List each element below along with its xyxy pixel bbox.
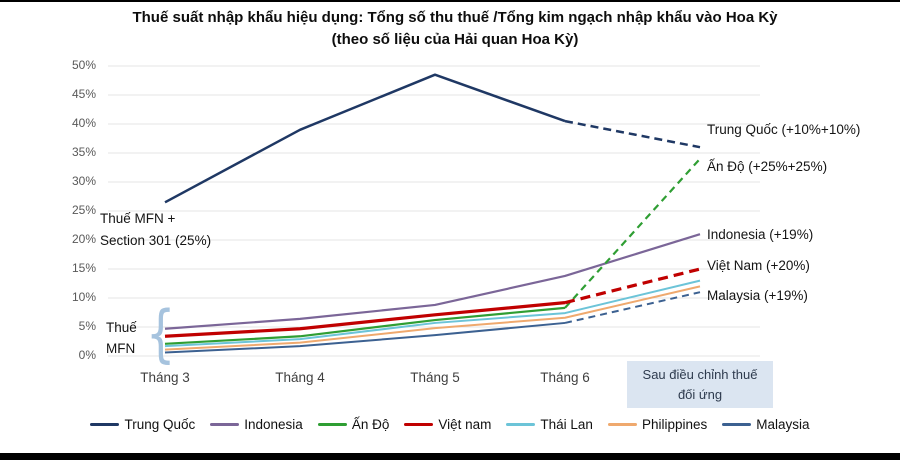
legend-marker (506, 423, 536, 426)
series-end-label: Indonesia (+19%) (707, 227, 814, 242)
series-end-label: Việt Nam (+20%) (707, 258, 810, 273)
series-line-4-forecast (564, 267, 701, 305)
series-line-3 (164, 306, 566, 345)
legend-label: Malaysia (756, 417, 810, 432)
legend-item: Malaysia (722, 417, 810, 432)
series-line-1-forecast (564, 119, 701, 149)
legend-item: Indonesia (210, 417, 303, 432)
legend-item: Việt nam (404, 417, 491, 432)
legend-item: Thái Lan (506, 417, 593, 432)
legend-marker (722, 423, 752, 426)
annotation-mfn: Thuế MFN (106, 317, 137, 359)
legend-label: Indonesia (244, 417, 303, 432)
series-line-5 (164, 279, 701, 348)
legend-marker (607, 423, 637, 426)
legend-label: Trung Quốc (124, 417, 196, 432)
legend-marker (90, 423, 120, 426)
y-tick-label: 45% (71, 87, 96, 101)
annotation-line: Thuế MFN + (100, 211, 176, 226)
y-tick-label: 10% (71, 290, 96, 304)
chart-subtitle: (theo số liệu của Hải quan Hoa Kỳ) (331, 31, 579, 48)
annotation-line: MFN (106, 341, 136, 356)
series-end-label: Malaysia (+19%) (707, 288, 808, 303)
series-line-2 (164, 233, 701, 330)
mfn-brace: { (145, 297, 176, 370)
y-tick-label: 50% (71, 58, 96, 72)
annotation-line: Thuế (106, 320, 137, 335)
x-tick-label: Tháng 3 (140, 370, 190, 385)
bottom-border-bar (0, 453, 900, 460)
y-tick-label: 40% (71, 116, 96, 130)
y-tick-label: 20% (71, 232, 96, 246)
series-line-6 (164, 285, 701, 351)
x-tick-label-highlighted: Sau điều chỉnh thuế đối ứng (627, 361, 773, 408)
y-tick-label: 30% (71, 174, 96, 188)
legend-label: Việt nam (438, 417, 492, 432)
legend-marker (404, 423, 434, 426)
top-border-line (0, 0, 900, 2)
annotation-line: Section 301 (25%) (100, 233, 212, 248)
legend: Trung Quốc Indonesia Ấn Độ Việt nam Thái Lan… (0, 417, 900, 432)
chart-title-block: Thuế suất nhập khẩu hiệu dụng: Tổng số t… (0, 7, 900, 51)
x-tick-label: Tháng 5 (410, 370, 460, 385)
x-tick-label: Tháng 4 (275, 370, 325, 385)
series-line-4 (164, 301, 566, 338)
y-tick-label: 35% (71, 145, 96, 159)
y-tick-label: 15% (71, 261, 96, 275)
series-line-1 (164, 73, 566, 204)
chart-title: Thuế suất nhập khẩu hiệu dụng: Tổng số t… (132, 9, 778, 26)
legend-label: Thái Lan (540, 417, 593, 432)
legend-marker (317, 423, 347, 426)
series-line-3-forecast (564, 158, 701, 309)
series-end-label: Trung Quốc (+10%+10%) (707, 122, 861, 137)
series-end-label: Ấn Độ (+25%+25%) (707, 159, 828, 174)
y-tick-label: 25% (71, 203, 96, 217)
legend-label: Philippines (641, 417, 708, 432)
y-tick-label: 5% (78, 319, 96, 333)
series-line-7 (164, 321, 566, 354)
legend-label: Ấn Độ (351, 417, 390, 432)
x-tick-label: Tháng 6 (540, 370, 590, 385)
legend-item: Trung Quốc (90, 417, 195, 432)
legend-item: Ấn Độ (317, 417, 390, 432)
legend-item: Philippines (607, 417, 708, 432)
legend-marker (210, 423, 240, 426)
annotation-mfn-section301: Thuế MFN + Section 301 (25%) (100, 208, 211, 252)
y-tick-label: 0% (78, 348, 96, 362)
